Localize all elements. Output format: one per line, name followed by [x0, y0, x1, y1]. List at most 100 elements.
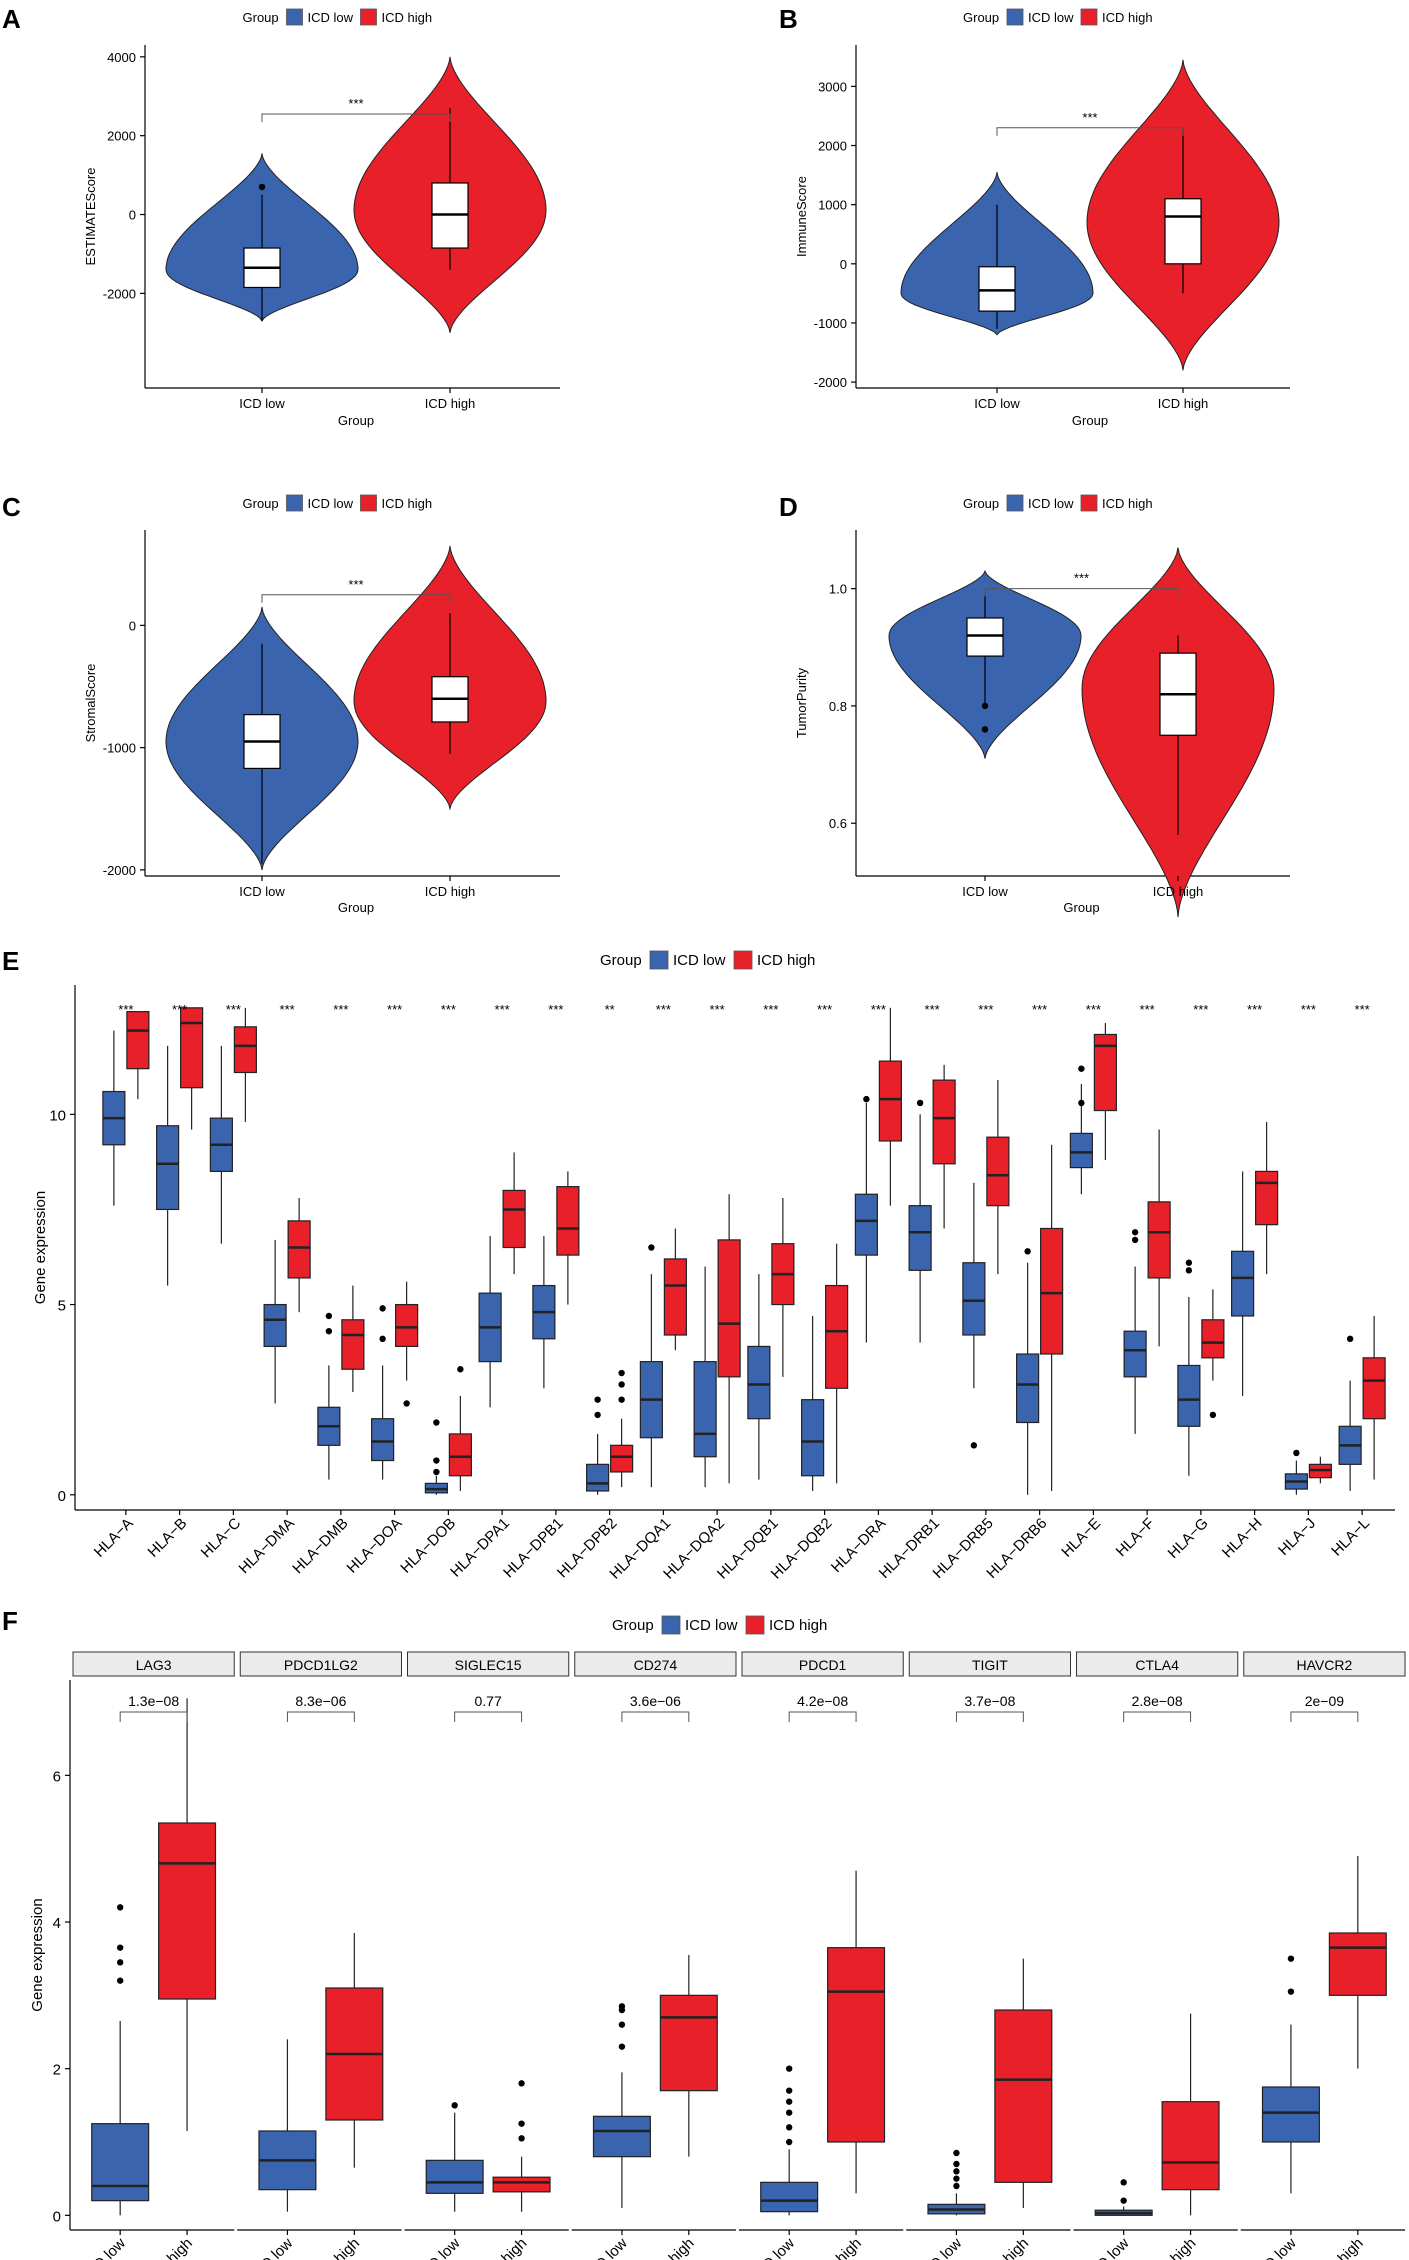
outlier-point — [981, 702, 989, 710]
facet-title: SIGLEC15 — [455, 1657, 522, 1673]
bracket-line — [261, 594, 451, 603]
legend-swatch-high — [360, 8, 377, 26]
y-axis-title: ImmuneScore — [794, 176, 809, 257]
box-low — [243, 643, 281, 864]
box-high — [233, 1007, 257, 1122]
box-body — [158, 1822, 217, 2000]
outlier-point — [518, 2135, 525, 2142]
significance-label: *** — [710, 1002, 725, 1017]
x-tick-label: ICD high — [425, 396, 476, 411]
x-tick-label: ICD low — [749, 2235, 798, 2260]
x-tick-label: HLA−DOA — [344, 1515, 406, 1577]
box-high — [994, 1958, 1053, 2208]
bracket-line — [454, 1711, 523, 1722]
box-body — [663, 1258, 687, 1336]
y-tick-label: 0 — [840, 257, 847, 272]
p-value-label: 2.8e−08 — [1132, 1693, 1183, 1709]
facet-strip — [741, 1651, 904, 1677]
significance-label: *** — [387, 1002, 402, 1017]
outlier-point — [403, 1400, 410, 1407]
p-value-label: 0.77 — [475, 1693, 502, 1709]
x-axis-title: Group — [338, 900, 374, 915]
box-body — [502, 1189, 526, 1249]
box-low — [1261, 1955, 1320, 2194]
outlier-point — [379, 1335, 386, 1343]
box-low — [760, 2065, 819, 2216]
panel-A: A Group ICD low ICD high -2000 0 2000 4000 ESTIM… — [2, 4, 560, 428]
box-low — [927, 2149, 986, 2216]
p-value-label: 8.3e−06 — [295, 1693, 346, 1709]
significance-label: *** — [1140, 1002, 1155, 1017]
x-axis-title: Group — [338, 413, 374, 428]
box-body — [1040, 1227, 1064, 1355]
box-body — [1177, 1364, 1201, 1427]
y-tick-label: 0.6 — [829, 816, 847, 831]
outlier-point — [1120, 2197, 1127, 2204]
box-high — [1362, 1315, 1386, 1480]
outlier-point — [1131, 1229, 1139, 1236]
outlier-point — [1287, 1988, 1295, 1995]
significance-label: ** — [605, 1002, 615, 1017]
gene-group: *** HLA−DMA — [236, 1002, 311, 1577]
legend-title: Group — [243, 10, 279, 25]
box-body — [126, 1011, 150, 1070]
box-low — [1177, 1259, 1201, 1476]
outlier-point — [618, 1369, 625, 1377]
box-body — [371, 1418, 395, 1462]
outlier-point — [970, 1442, 978, 1449]
bracket-line — [788, 1711, 857, 1722]
legend-title: Group — [612, 1617, 654, 1634]
significance-label: *** — [817, 1002, 832, 1017]
facet-strip — [239, 1651, 402, 1677]
box-high — [1093, 1023, 1117, 1160]
gene-group: ***HLA−DPB1 — [500, 1002, 580, 1581]
facet-strip — [72, 1651, 235, 1677]
box-high — [1164, 127, 1202, 294]
box-low — [209, 1045, 233, 1244]
box-high — [158, 1698, 217, 2131]
box-body — [1231, 1250, 1255, 1317]
box-body — [693, 1361, 717, 1458]
outlier-point — [433, 1468, 440, 1476]
box-body — [962, 1262, 986, 1336]
box-low — [371, 1305, 395, 1480]
box-low — [639, 1244, 663, 1488]
panel-letter: B — [779, 4, 798, 34]
facet-title: CD274 — [634, 1657, 678, 1673]
outlier-point — [518, 2120, 525, 2127]
x-tick-label: ICD low — [239, 396, 285, 411]
p-value-label: 1.3e−08 — [128, 1693, 179, 1709]
significance-bracket: *** — [996, 110, 1184, 136]
box-body — [492, 2176, 551, 2193]
outlier-point — [648, 1244, 655, 1251]
outlier-point — [618, 2003, 626, 2010]
legend: Group ICD low ICD high — [612, 1615, 827, 1635]
x-tick-label: ICD high — [477, 2235, 530, 2260]
bracket-line — [261, 113, 451, 122]
y-axis-title: ESTIMATEScore — [83, 167, 98, 265]
facet: TIGIT 3.7e−08 ICD low ICD high — [906, 1651, 1071, 2260]
facet: SIGLEC15 0.77 ICD low ICD high — [404, 1651, 570, 2260]
legend-label-low: ICD low — [673, 952, 726, 969]
panel-E: E Group ICD low ICD high 0 5 10 Gene expression… — [2, 946, 1395, 1583]
box-high — [502, 1152, 526, 1275]
x-tick-label: ICD high — [644, 2235, 697, 2260]
facet-title: HAVCR2 — [1296, 1657, 1352, 1673]
legend-label-low: ICD low — [308, 496, 354, 511]
box-high — [1255, 1121, 1279, 1275]
x-tick-label: ICD high — [143, 2235, 196, 2260]
box-high — [1147, 1129, 1171, 1347]
x-tick-label: HLA−G — [1165, 1515, 1212, 1562]
significance-label: *** — [925, 1002, 940, 1017]
facet-title: LAG3 — [136, 1657, 172, 1673]
box-low — [592, 2003, 651, 2208]
box-body — [425, 2159, 484, 2194]
significance-label: *** — [1193, 1002, 1208, 1017]
box-body — [1016, 1353, 1040, 1424]
bracket-line — [621, 1711, 690, 1722]
box-body — [760, 2181, 819, 2213]
box-high — [1040, 1144, 1064, 1491]
significance-label: *** — [1032, 1002, 1047, 1017]
box-high — [717, 1194, 741, 1484]
box-body — [854, 1193, 878, 1256]
